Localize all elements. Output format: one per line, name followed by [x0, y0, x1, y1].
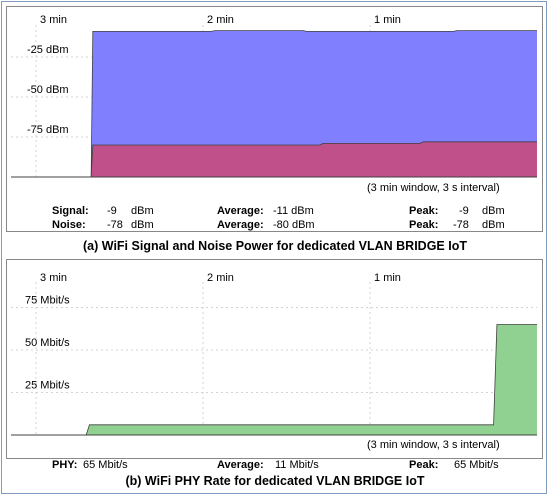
peak-signal-unit: dBm	[482, 205, 505, 217]
caption-b: (b) WiFi PHY Rate for dedicated VLAN BRI…	[125, 474, 425, 488]
x-tick-label: 3 min	[40, 14, 67, 26]
signal-noise-series-area-0	[11, 30, 537, 177]
noise-value: -78	[107, 219, 123, 231]
phy-rate-series-area-0	[11, 324, 537, 435]
y-tick-label: -75 dBm	[27, 124, 69, 136]
signal-noise-series-area-1	[11, 141, 537, 177]
average-noise-value: -80 dBm	[273, 219, 315, 231]
window-note: (3 min window, 3 s interval)	[367, 182, 500, 194]
y-tick-label: -50 dBm	[27, 84, 69, 96]
noise-label: Noise:	[52, 219, 86, 231]
peak-noise-value: -78	[453, 219, 469, 231]
peak-label-noise: Peak:	[409, 219, 439, 231]
phy-label: PHY:	[52, 459, 78, 471]
y-tick-label: 25 Mbit/s	[25, 380, 70, 392]
average-label-noise: Average:	[217, 219, 264, 231]
signal-unit: dBm	[131, 205, 154, 217]
signal-value: -9	[107, 205, 117, 217]
y-tick-label: 50 Mbit/s	[25, 337, 70, 349]
signal-noise-chart: 3 min 2 min 1 min -25 dBm -50 dBm -75 dBm (3 m…	[11, 14, 537, 194]
signal-noise-series-line-1	[11, 141, 537, 178]
phy-average-value: 11 Mbit/s	[275, 459, 319, 471]
phy-value: 65 Mbit/s	[83, 459, 128, 471]
x-tick-label: 1 min	[374, 14, 401, 26]
caption-a: (a) WiFi Signal and Noise Power for dedi…	[83, 239, 467, 253]
phy-rate-series-line-0	[11, 324, 537, 436]
peak-noise-unit: dBm	[482, 219, 505, 231]
average-label-signal: Average:	[217, 205, 264, 217]
peak-signal-value: -9	[459, 205, 469, 217]
y-tick-label: -25 dBm	[27, 44, 69, 56]
x-tick-label: 2 min	[207, 272, 234, 284]
average-signal-value: -11 dBm	[273, 205, 314, 217]
phy-peak-label: Peak:	[409, 459, 439, 471]
x-tick-label: 1 min	[374, 272, 401, 284]
signal-noise-series-line-0	[11, 30, 537, 178]
signal-label: Signal:	[52, 205, 89, 217]
x-tick-label: 3 min	[40, 272, 67, 284]
noise-unit: dBm	[131, 219, 154, 231]
x-tick-label: 2 min	[207, 14, 234, 26]
phy-peak-value: 65 Mbit/s	[454, 459, 499, 471]
signal-noise-panel: 3 min 2 min 1 min -25 dBm -50 dBm -75 dBm (3 m…	[6, 6, 543, 232]
window-note: (3 min window, 3 s interval)	[367, 439, 500, 451]
phy-rate-chart: 3 min 2 min 1 min 75 Mbit/s 50 Mbit/s 25 Mbit…	[11, 272, 537, 451]
peak-label-signal: Peak:	[409, 205, 439, 217]
phy-rate-panel: 3 min 2 min 1 min 75 Mbit/s 50 Mbit/s 25 Mbit…	[6, 259, 543, 471]
phy-average-label: Average:	[217, 459, 264, 471]
y-tick-label: 75 Mbit/s	[25, 295, 70, 307]
